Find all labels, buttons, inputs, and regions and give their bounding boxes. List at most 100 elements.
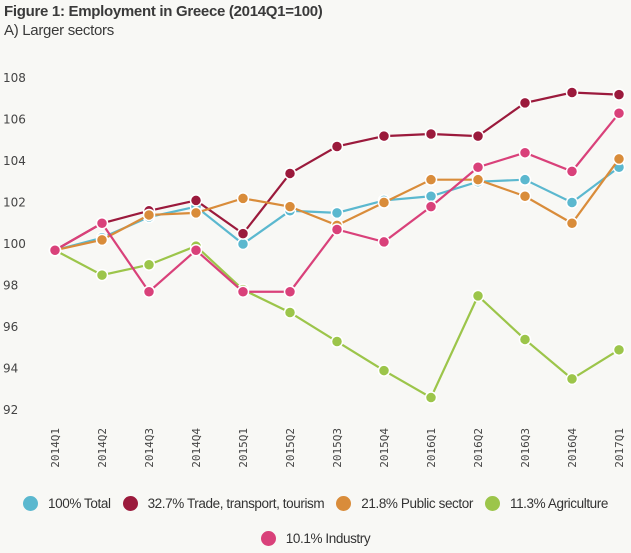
x-tick-label: 2016Q1 xyxy=(425,428,438,468)
series-line xyxy=(54,158,620,252)
y-tick-label: 104 xyxy=(3,154,26,168)
data-point xyxy=(377,129,391,143)
data-point xyxy=(283,167,297,180)
x-tick-label: 2014Q4 xyxy=(190,428,203,468)
x-tick-label: 2014Q1 xyxy=(49,428,62,468)
data-point xyxy=(518,146,532,159)
y-tick-label: 96 xyxy=(3,320,18,334)
data-point xyxy=(612,88,626,101)
y-tick-label: 92 xyxy=(3,403,18,417)
x-tick-label: 2014Q2 xyxy=(96,428,109,468)
legend-item-agriculture: 11.3% Agriculture xyxy=(484,496,608,511)
data-point xyxy=(236,237,250,251)
data-point xyxy=(612,107,626,120)
data-point xyxy=(283,306,297,319)
series-4 xyxy=(48,107,626,298)
legend-label: 21.8% Public sector xyxy=(361,496,473,511)
data-point xyxy=(236,227,250,240)
data-point xyxy=(565,372,579,386)
data-point xyxy=(142,285,156,298)
data-point xyxy=(518,333,532,346)
legend-swatch xyxy=(336,496,352,511)
data-point xyxy=(377,364,391,377)
data-point xyxy=(283,200,297,213)
legend-row-1: 100% Total 32.7% Trade, transport, touri… xyxy=(0,496,631,511)
series-0 xyxy=(48,160,626,257)
legend-item-public: 21.8% Public sector xyxy=(336,496,473,511)
x-tick-label: 2017Q1 xyxy=(613,428,626,468)
data-point xyxy=(95,268,109,282)
data-point xyxy=(565,165,579,178)
data-point xyxy=(518,96,532,110)
y-tick-label: 108 xyxy=(3,71,26,85)
series-lines xyxy=(48,86,626,404)
data-point xyxy=(330,206,344,220)
legend-item-industry: 10.1% Industry xyxy=(260,531,371,546)
x-tick-label: 2015Q2 xyxy=(284,428,297,468)
data-point xyxy=(330,335,344,348)
data-point xyxy=(377,235,391,249)
data-point xyxy=(424,200,438,213)
data-point xyxy=(518,190,532,203)
data-point xyxy=(48,243,62,257)
data-point xyxy=(471,160,485,174)
x-tick-label: 2015Q1 xyxy=(237,428,250,468)
x-tick-label: 2014Q3 xyxy=(143,428,156,468)
chart-title: Figure 1: Employment in Greece (2014Q1=1… xyxy=(4,3,323,20)
x-tick-label: 2016Q2 xyxy=(472,428,485,468)
data-point xyxy=(330,223,344,236)
y-tick-label: 102 xyxy=(3,196,26,210)
data-point xyxy=(283,285,297,298)
legend-item-trade: 32.7% Trade, transport, tourism xyxy=(122,496,325,511)
legend-swatch xyxy=(23,496,38,511)
data-point xyxy=(471,129,485,143)
data-point xyxy=(612,343,626,357)
data-point xyxy=(95,233,109,247)
legend-row-2: 10.1% Industry xyxy=(0,531,631,546)
data-point xyxy=(236,192,250,205)
x-tick-label: 2016Q4 xyxy=(566,428,579,468)
data-point xyxy=(424,391,438,404)
legend-label: 32.7% Trade, transport, tourism xyxy=(147,496,325,511)
data-point xyxy=(471,289,485,303)
data-point xyxy=(377,196,391,209)
legend-swatch xyxy=(484,496,500,511)
legend-item-total: 100% Total xyxy=(23,496,111,511)
y-tick-label: 94 xyxy=(3,362,18,376)
data-point xyxy=(471,173,485,186)
x-tick-label: 2016Q3 xyxy=(519,428,532,468)
series-line xyxy=(54,244,620,400)
data-point xyxy=(95,217,109,230)
series-3 xyxy=(48,239,626,404)
data-point xyxy=(189,243,203,257)
data-point xyxy=(424,173,438,186)
data-point xyxy=(142,258,156,271)
x-tick-label: 2015Q3 xyxy=(331,428,344,468)
data-point xyxy=(424,190,438,203)
data-point xyxy=(612,152,626,166)
data-point xyxy=(189,194,203,207)
legend-label: 11.3% Agriculture xyxy=(509,496,608,511)
legend-label: 100% Total xyxy=(48,496,111,511)
data-point xyxy=(330,140,344,153)
data-point xyxy=(565,217,579,230)
y-tick-label: 98 xyxy=(3,279,18,293)
data-point xyxy=(236,285,250,298)
data-point xyxy=(424,127,438,141)
legend-swatch xyxy=(122,496,138,511)
data-point xyxy=(565,196,579,209)
data-point xyxy=(189,206,203,220)
legend-label: 10.1% Industry xyxy=(285,531,371,546)
legend-swatch xyxy=(260,531,276,546)
chart-subtitle: A) Larger sectors xyxy=(4,22,114,39)
y-tick-label: 106 xyxy=(3,113,26,127)
y-tick-label: 100 xyxy=(3,237,26,251)
y-axis: 92 94 96 98 100 102 104 106 108 xyxy=(3,71,26,417)
x-axis: 2014Q1 2014Q2 2014Q3 2014Q4 2015Q1 2015Q2 2015… xyxy=(49,428,626,468)
x-tick-label: 2015Q4 xyxy=(378,428,391,468)
data-point xyxy=(565,86,579,99)
data-point xyxy=(142,208,156,222)
data-point xyxy=(518,173,532,186)
series-2 xyxy=(48,152,626,257)
